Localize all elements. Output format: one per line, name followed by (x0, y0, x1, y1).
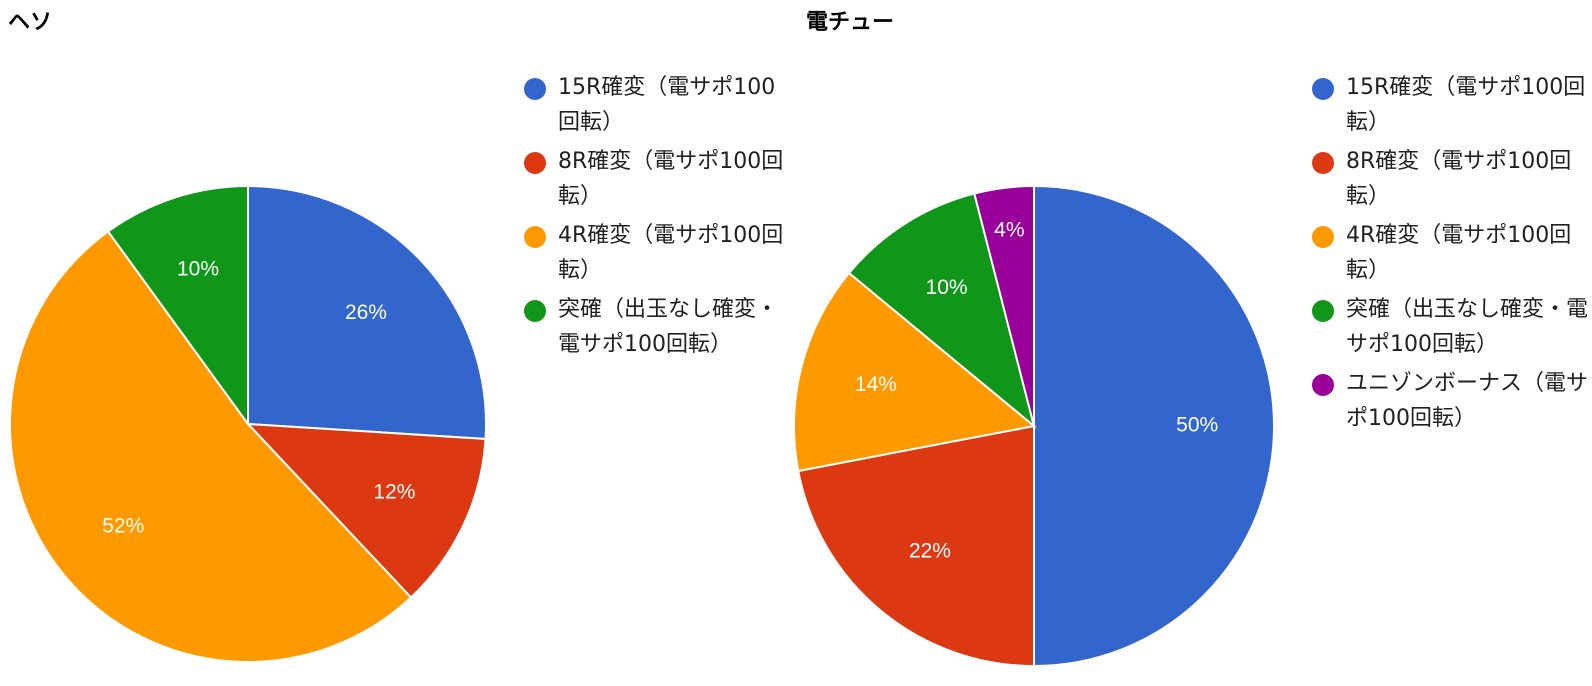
legend-item: 8R確変（電サポ100回転） (1312, 144, 1588, 214)
pie-slice (797, 424, 1035, 668)
legend-swatch-icon (1312, 300, 1334, 322)
slice-percent-label: 4% (994, 218, 1024, 241)
pie-slice (106, 184, 249, 428)
legend-item: ユニゾンボーナス（電サポ100回転） (1312, 366, 1588, 436)
legend-label: 8R確変（電サポ100回転） (558, 149, 784, 209)
legend-swatch-icon (524, 226, 546, 248)
chart-title-denchu: 電チュー (806, 10, 895, 35)
pie-chart-hesou: 26% 12% 52% 10% (9, 184, 487, 663)
slice-percent-label: 14% (855, 373, 897, 396)
pie-slice (245, 422, 487, 599)
legend-label: 突確（出玉なし確変・電サポ100回転） (1346, 297, 1589, 357)
pie-slice (973, 184, 1035, 427)
legend-swatch-icon (1312, 78, 1334, 100)
legend-item: 15R確変（電サポ100回転） (1312, 70, 1588, 140)
chart-title-hesou: ヘソ (8, 10, 53, 35)
pie-slice (793, 271, 1037, 473)
legend-label: 15R確変（電サポ100回転） (1346, 75, 1586, 135)
pie-slice (9, 230, 413, 663)
legend-item: 15R確変（電サポ100回転） (524, 70, 786, 140)
legend-swatch-icon (524, 78, 546, 100)
legend-swatch-icon (524, 300, 546, 322)
legend-item: 突確（出玉なし確変・電サポ100回転） (1312, 292, 1588, 362)
legend-item: 突確（出玉なし確変・電サポ100回転） (524, 292, 786, 362)
legend-label: ユニゾンボーナス（電サポ100回転） (1346, 371, 1589, 431)
legend-swatch-icon (1312, 226, 1334, 248)
pie-chart-denchu: 50% 22% 14% 10% 4% (793, 184, 1275, 668)
legend-label: 8R確変（電サポ100回転） (1346, 149, 1572, 209)
legend-denchu: 15R確変（電サポ100回転） 8R確変（電サポ100回転） 4R確変（電サポ100… (1312, 70, 1588, 440)
legend-hesou: 15R確変（電サポ100回転） 8R確変（電サポ100回転） 4R確変（電サポ100… (524, 70, 786, 366)
legend-swatch-icon (1312, 374, 1334, 396)
pie-slice (247, 184, 487, 441)
pie-slice (847, 192, 1036, 429)
slice-percent-label: 10% (926, 276, 968, 299)
legend-label: 4R確変（電サポ100回転） (558, 223, 784, 283)
legend-label: 4R確変（電サポ100回転） (1346, 223, 1572, 283)
legend-label: 15R確変（電サポ100回転） (558, 75, 776, 135)
legend-swatch-icon (1312, 152, 1334, 174)
legend-label: 突確（出玉なし確変・電サポ100回転） (558, 297, 779, 357)
legend-item: 4R確変（電サポ100回転） (1312, 218, 1588, 288)
slice-percent-label: 22% (909, 539, 951, 562)
slice-percent-label: 50% (1176, 414, 1218, 437)
legend-swatch-icon (524, 152, 546, 174)
slice-percent-label: 10% (177, 258, 219, 281)
pie-slice (1033, 184, 1275, 668)
legend-item: 4R確変（電サポ100回転） (524, 218, 786, 288)
slice-percent-label: 26% (345, 301, 387, 324)
slice-percent-label: 52% (102, 515, 144, 538)
legend-item: 8R確変（電サポ100回転） (524, 144, 786, 214)
slice-percent-label: 12% (373, 480, 415, 503)
